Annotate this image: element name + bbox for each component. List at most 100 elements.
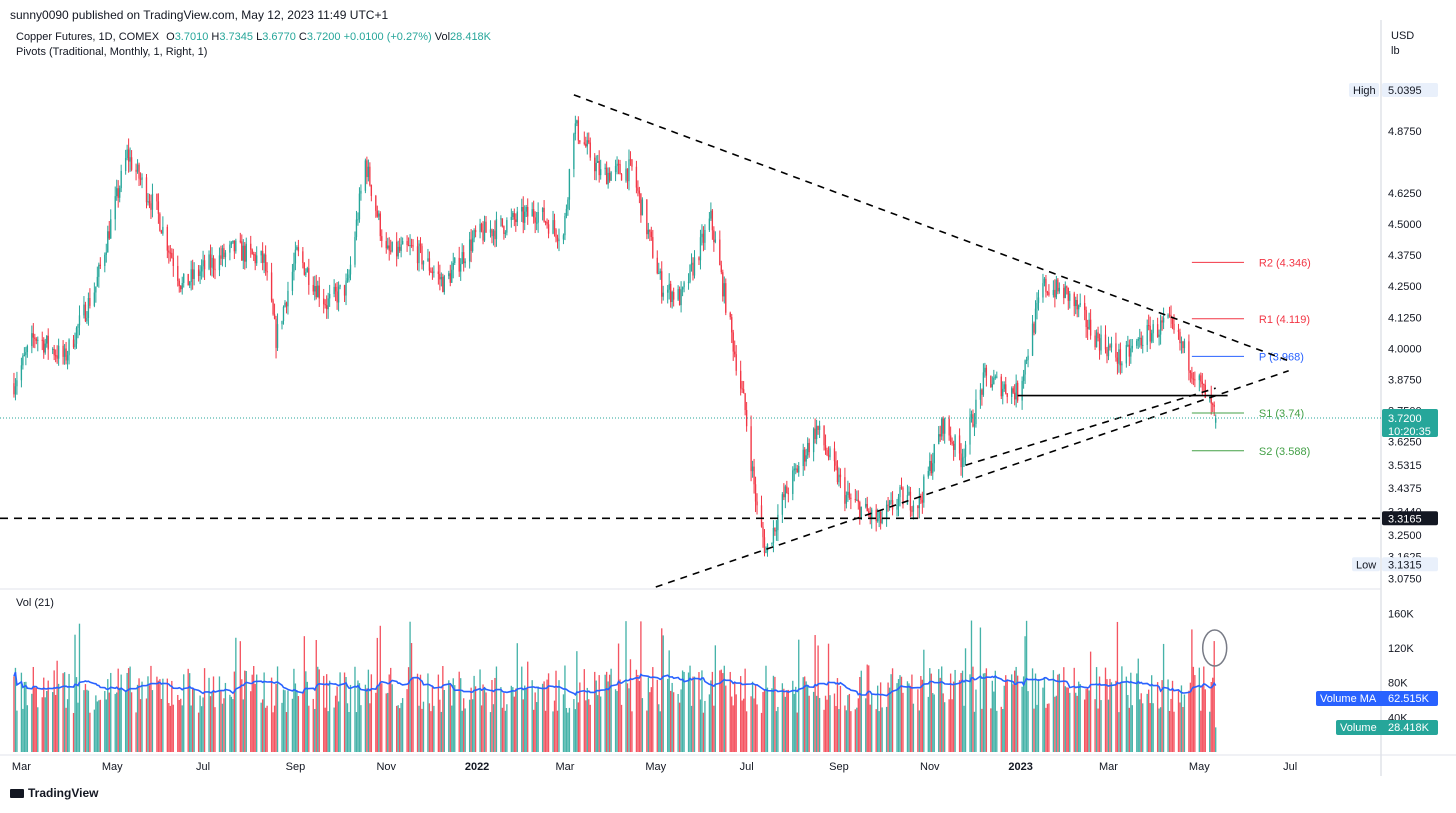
- volume-bar: [689, 665, 691, 752]
- volume-bar: [46, 691, 48, 752]
- volume-bar: [619, 679, 621, 752]
- candle-body: [577, 120, 580, 141]
- candle-body: [869, 513, 871, 519]
- candle-body: [242, 245, 244, 261]
- candle-body: [765, 551, 767, 553]
- candle-body: [896, 506, 898, 510]
- volume-bar: [506, 704, 508, 752]
- volume-bar: [1036, 704, 1038, 752]
- volume-bar: [1034, 673, 1037, 752]
- candle-body: [473, 230, 475, 239]
- volume-bar: [1027, 691, 1029, 752]
- candle-body: [614, 165, 617, 173]
- volume-bar: [555, 670, 557, 752]
- candle-body: [638, 190, 641, 194]
- volume-bar: [89, 712, 91, 752]
- candle-body: [157, 201, 160, 214]
- volume-tick-label: 160K: [1388, 608, 1414, 620]
- candle-body: [856, 499, 858, 501]
- volume-bar: [400, 702, 402, 752]
- volume-bar: [1086, 688, 1089, 752]
- volume-bar: [1148, 689, 1150, 752]
- candle-body: [63, 348, 66, 357]
- candle-body: [597, 160, 599, 163]
- candle-body: [358, 193, 361, 220]
- volume-bar: [346, 703, 349, 752]
- candle-body: [410, 245, 413, 247]
- candle-body: [479, 223, 481, 233]
- volume-bar: [308, 705, 310, 752]
- candle-body: [918, 495, 921, 509]
- candle-body: [86, 317, 88, 322]
- c-label: C: [298, 31, 307, 43]
- volume-bar: [725, 685, 727, 752]
- candle-body: [1139, 337, 1141, 339]
- volume-bar: [339, 672, 341, 752]
- volume-bar: [1119, 683, 1122, 752]
- candle-body: [14, 386, 17, 395]
- candle-body: [480, 223, 483, 231]
- candle-body: [876, 518, 879, 522]
- candle-body: [177, 265, 179, 281]
- volume-bar: [1083, 699, 1086, 752]
- volume-bar: [1005, 675, 1007, 752]
- candle-body: [527, 206, 529, 217]
- volume-bar: [422, 701, 425, 752]
- h-label: H: [211, 31, 220, 43]
- candle-body: [108, 231, 110, 239]
- volume-bar: [385, 693, 387, 752]
- volume-bar: [1104, 667, 1107, 752]
- candle-body: [120, 170, 122, 189]
- volume-bar: [141, 681, 143, 752]
- candle-body: [546, 221, 548, 225]
- candle-body: [564, 216, 566, 236]
- volume-bar: [114, 693, 116, 752]
- candle-body: [346, 278, 349, 281]
- candle-body: [57, 345, 60, 359]
- candle-body: [541, 207, 544, 212]
- candle-body: [183, 273, 185, 283]
- candle-body: [26, 345, 29, 353]
- candle-body: [710, 210, 712, 219]
- trendline[interactable]: [965, 387, 1216, 466]
- volume-bar: [735, 694, 737, 752]
- trendline[interactable]: [573, 94, 1289, 362]
- candle-body: [984, 367, 986, 373]
- volume-bar: [197, 712, 200, 752]
- volume-bar: [1058, 673, 1061, 752]
- volume-bar: [777, 706, 779, 752]
- volume-bar: [576, 651, 578, 752]
- volume-bar: [492, 704, 495, 752]
- volume-bar: [513, 696, 515, 752]
- time-tick-label: Nov: [376, 761, 396, 773]
- volume-bar: [531, 680, 533, 752]
- volume-bar: [859, 676, 861, 752]
- volume-bar: [1046, 703, 1049, 752]
- volume-bar: [1115, 680, 1117, 752]
- volume-bar: [22, 708, 24, 752]
- volume-bar: [1213, 641, 1215, 752]
- candle-body: [844, 477, 846, 504]
- volume-bar: [421, 708, 423, 752]
- volume-bar: [920, 675, 922, 752]
- volume-bar: [824, 695, 827, 752]
- volume-bar: [1194, 675, 1196, 752]
- candle-body: [652, 237, 654, 258]
- candle-body: [1094, 335, 1096, 348]
- candle-body: [1215, 417, 1217, 423]
- volume-bar: [77, 702, 79, 752]
- volume-bar: [969, 674, 971, 752]
- candle-body: [285, 302, 288, 307]
- volume-bar: [430, 711, 432, 752]
- volume-bar: [202, 697, 204, 752]
- annotation-ellipse[interactable]: [1201, 629, 1228, 667]
- volume-bar: [771, 688, 773, 752]
- candle-body: [34, 337, 36, 339]
- candle-body: [1069, 293, 1071, 301]
- volume-bar: [431, 686, 434, 752]
- volume-bar: [26, 705, 29, 752]
- candle-body: [1066, 286, 1068, 288]
- volume-bar: [562, 694, 565, 752]
